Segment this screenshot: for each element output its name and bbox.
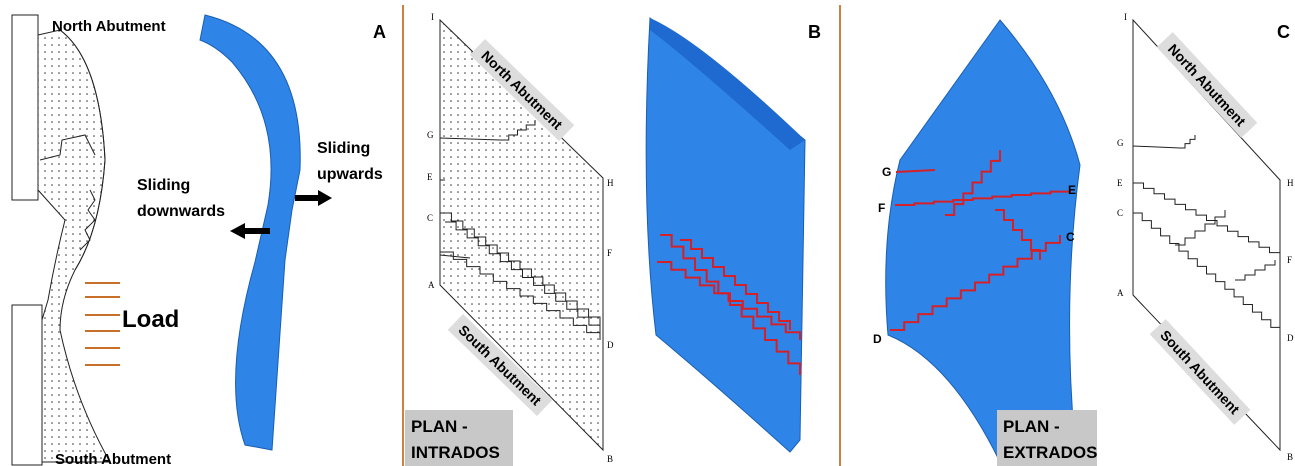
point-label: F — [878, 201, 885, 215]
point-label: H — [1287, 178, 1294, 188]
north-label: North Abutment — [52, 18, 166, 35]
point-label: D — [873, 332, 882, 346]
point-label: D — [1287, 333, 1294, 343]
caption: INTRADOS — [411, 443, 500, 462]
point-label: I — [431, 12, 434, 22]
point-label: B — [607, 454, 613, 464]
point-label: G — [882, 165, 891, 179]
point-label: E — [1117, 178, 1123, 188]
panel-label: B — [808, 22, 821, 42]
load-label: Load — [122, 306, 179, 333]
point-label: A — [1117, 288, 1124, 298]
point-label: C — [427, 213, 433, 223]
point-label: E — [427, 172, 433, 182]
point-label: H — [607, 178, 614, 188]
point-label: G — [427, 130, 434, 140]
sliding-down: downwards — [137, 203, 225, 220]
point-label: G — [1117, 138, 1124, 148]
point-label: D — [607, 340, 614, 350]
caption: PLAN - — [411, 417, 468, 436]
sliding-up: upwards — [317, 166, 383, 183]
figure: North Abutment South Abutment Load Slidi… — [0, 0, 1295, 466]
point-label: E — [1068, 183, 1076, 197]
point-label: A — [428, 280, 435, 290]
sliding-up: Sliding — [317, 140, 370, 157]
caption: PLAN - — [1003, 417, 1060, 436]
point-label: F — [1287, 255, 1292, 265]
sliding-down: Sliding — [137, 177, 190, 194]
point-label: F — [607, 248, 612, 258]
point-label: I — [1124, 12, 1127, 22]
panel-label: A — [373, 22, 386, 42]
point-label: C — [1066, 230, 1075, 244]
panel-label: C — [1277, 22, 1290, 42]
caption: EXTRADOS — [1003, 443, 1097, 462]
point-label: B — [1287, 452, 1293, 462]
point-label: C — [1117, 208, 1123, 218]
south-label: South Abutment — [55, 451, 171, 466]
